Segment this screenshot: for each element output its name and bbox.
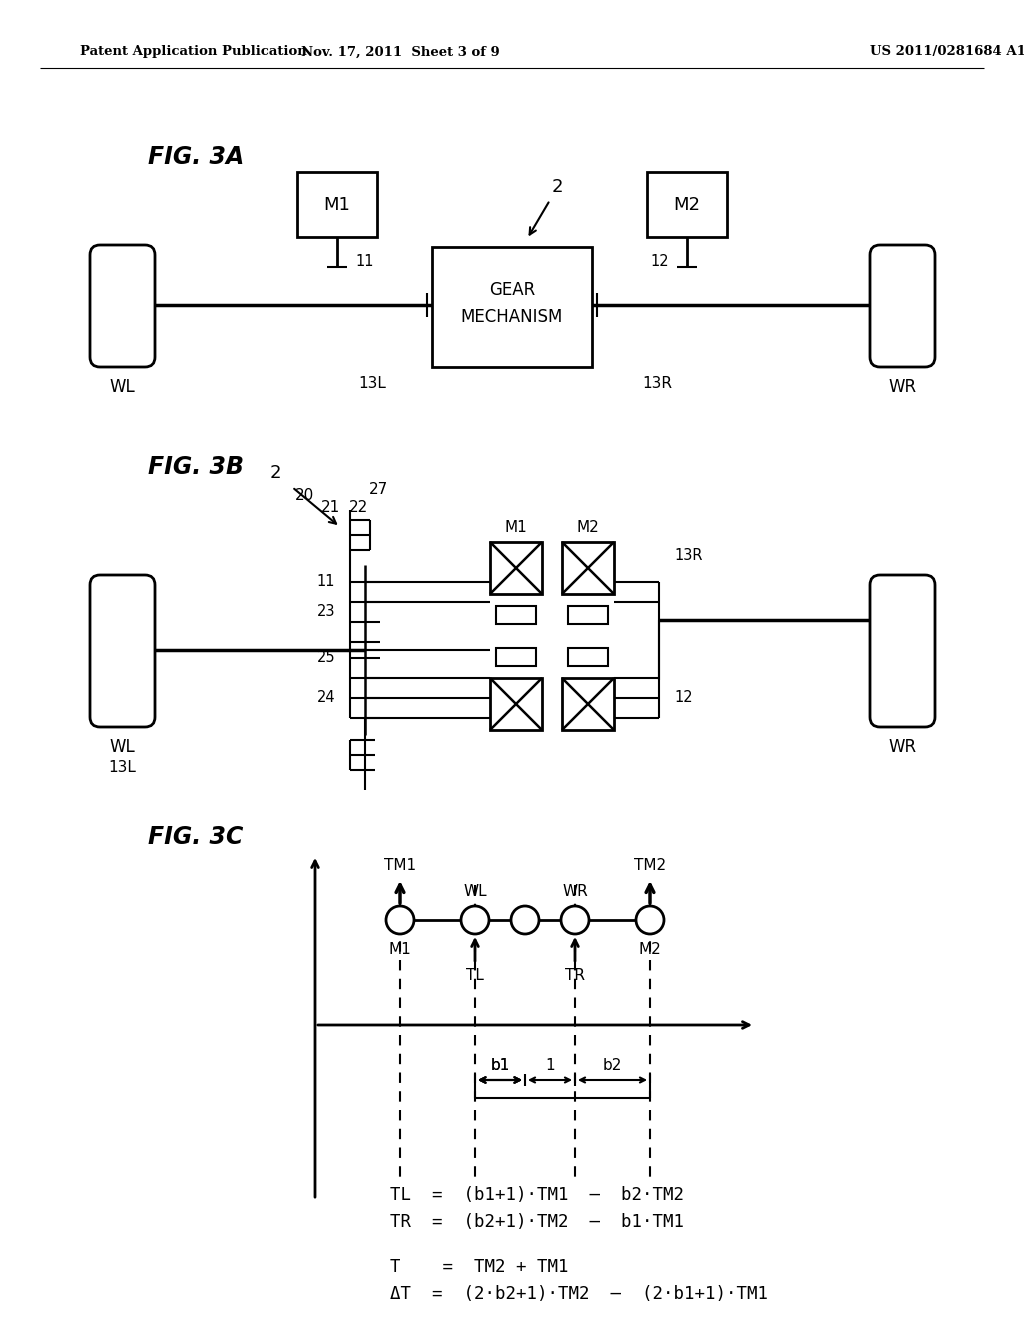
Text: 21: 21 bbox=[321, 500, 340, 516]
Text: 2: 2 bbox=[551, 178, 563, 195]
Text: 2: 2 bbox=[269, 465, 281, 482]
Text: 13L: 13L bbox=[358, 375, 386, 391]
Text: M2: M2 bbox=[674, 195, 700, 214]
Bar bbox=[562, 678, 614, 730]
Text: b1: b1 bbox=[490, 1059, 510, 1073]
Text: Patent Application Publication: Patent Application Publication bbox=[80, 45, 307, 58]
Text: WR: WR bbox=[889, 738, 916, 756]
Text: 13R: 13R bbox=[642, 375, 672, 391]
Circle shape bbox=[387, 908, 413, 932]
Text: 1: 1 bbox=[545, 1059, 555, 1073]
Text: TM2: TM2 bbox=[634, 858, 666, 874]
FancyBboxPatch shape bbox=[870, 246, 935, 367]
Circle shape bbox=[512, 908, 538, 932]
Text: 12: 12 bbox=[674, 690, 692, 705]
Text: 27: 27 bbox=[369, 483, 388, 498]
Bar bbox=[568, 648, 608, 667]
Text: TM1: TM1 bbox=[384, 858, 416, 874]
Text: 23: 23 bbox=[316, 605, 335, 619]
Text: WL: WL bbox=[463, 884, 486, 899]
Bar bbox=[562, 543, 614, 594]
Text: M1: M1 bbox=[389, 942, 412, 957]
Text: TR  =  (b2+1)·TM2  –  b1·TM1: TR = (b2+1)·TM2 – b1·TM1 bbox=[390, 1213, 684, 1232]
Text: FIG. 3C: FIG. 3C bbox=[148, 825, 244, 849]
Text: 25: 25 bbox=[316, 651, 335, 665]
Text: 20: 20 bbox=[295, 487, 314, 503]
Text: FIG. 3B: FIG. 3B bbox=[148, 455, 244, 479]
Text: M1: M1 bbox=[505, 520, 527, 536]
FancyBboxPatch shape bbox=[90, 576, 155, 727]
Text: 24: 24 bbox=[316, 690, 335, 705]
Text: b2: b2 bbox=[603, 1059, 623, 1073]
Text: 12: 12 bbox=[650, 255, 669, 269]
Text: 11: 11 bbox=[355, 255, 374, 269]
Text: 22: 22 bbox=[348, 500, 368, 516]
Text: WR: WR bbox=[562, 884, 588, 899]
Text: b1: b1 bbox=[490, 1059, 510, 1073]
Text: WR: WR bbox=[889, 378, 916, 396]
Text: US 2011/0281684 A1: US 2011/0281684 A1 bbox=[870, 45, 1024, 58]
Bar bbox=[432, 247, 592, 367]
Text: GEAR: GEAR bbox=[488, 281, 536, 300]
FancyBboxPatch shape bbox=[90, 246, 155, 367]
Bar bbox=[568, 606, 608, 624]
Text: FIG. 3A: FIG. 3A bbox=[148, 145, 245, 169]
Text: TR: TR bbox=[565, 969, 585, 983]
Circle shape bbox=[463, 908, 487, 932]
Bar bbox=[496, 606, 536, 624]
Text: WL: WL bbox=[110, 378, 135, 396]
Bar bbox=[496, 648, 536, 667]
Text: TL: TL bbox=[466, 969, 484, 983]
Bar bbox=[490, 678, 542, 730]
Text: TL  =  (b1+1)·TM1  –  b2·TM2: TL = (b1+1)·TM1 – b2·TM2 bbox=[390, 1185, 684, 1204]
Text: MECHANISM: MECHANISM bbox=[461, 308, 563, 326]
Text: T    =  TM2 + TM1: T = TM2 + TM1 bbox=[390, 1258, 568, 1276]
Text: M2: M2 bbox=[639, 942, 662, 957]
Bar bbox=[647, 172, 727, 238]
FancyBboxPatch shape bbox=[870, 576, 935, 727]
Text: WL: WL bbox=[110, 738, 135, 756]
Text: M1: M1 bbox=[324, 195, 350, 214]
Text: 11: 11 bbox=[316, 574, 335, 590]
Text: ΔT  =  (2·b2+1)·TM2  –  (2·b1+1)·TM1: ΔT = (2·b2+1)·TM2 – (2·b1+1)·TM1 bbox=[390, 1284, 768, 1303]
Circle shape bbox=[562, 908, 588, 932]
Text: 13R: 13R bbox=[674, 548, 702, 562]
Text: M2: M2 bbox=[577, 520, 599, 536]
Bar bbox=[297, 172, 377, 238]
Text: 13L: 13L bbox=[109, 759, 136, 775]
Text: Nov. 17, 2011  Sheet 3 of 9: Nov. 17, 2011 Sheet 3 of 9 bbox=[301, 45, 500, 58]
Bar bbox=[490, 543, 542, 594]
Circle shape bbox=[638, 908, 663, 932]
